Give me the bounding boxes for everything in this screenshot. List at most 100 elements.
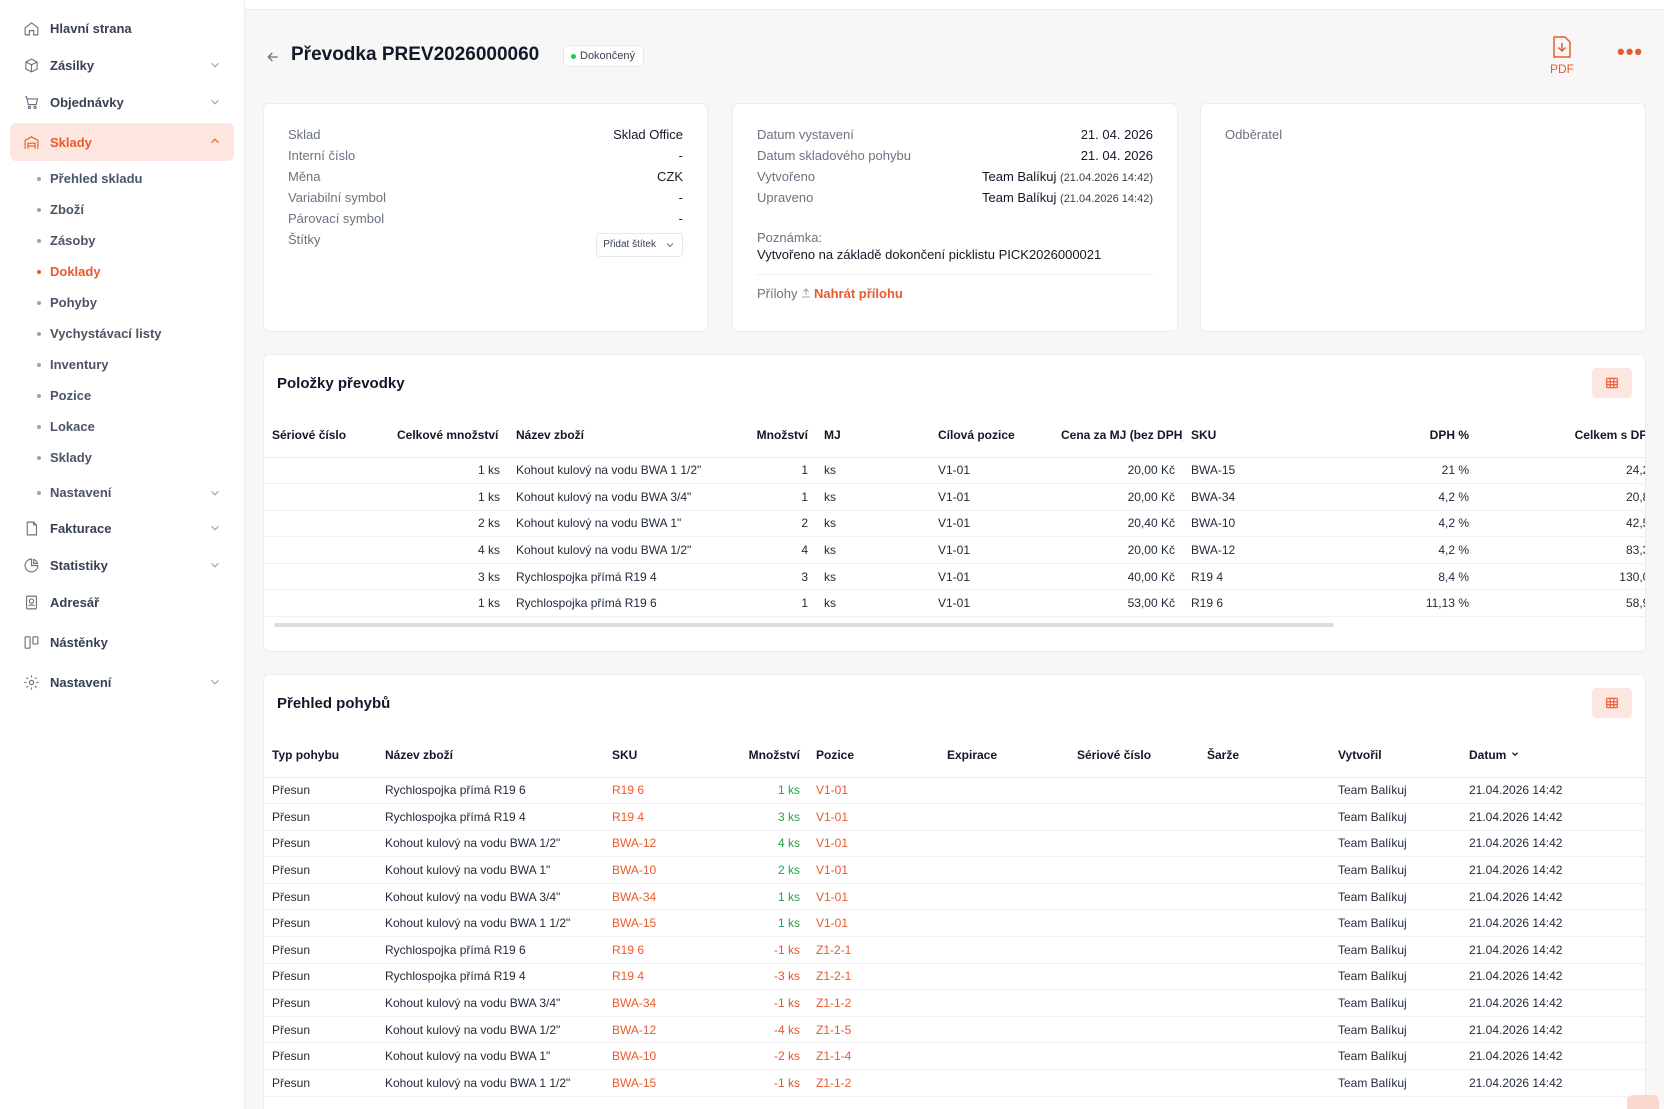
column-settings-button[interactable]	[1592, 688, 1632, 718]
sku-link[interactable]: BWA-15	[604, 1069, 712, 1097]
table-row[interactable]: Přesun Kohout kulový na vodu BWA 3/4" BWA-…	[264, 883, 1645, 911]
column-header[interactable]: Typ pohybu	[264, 733, 377, 778]
column-header[interactable]: Cílová pozice	[930, 413, 1053, 458]
table-row[interactable]: Přesun Kohout kulový na vodu BWA 3/4" BWA-…	[264, 989, 1645, 1017]
position-link[interactable]: V1-01	[808, 803, 939, 831]
sku-link[interactable]: BWA-34	[604, 989, 712, 1017]
position-link[interactable]: V1-01	[808, 856, 939, 884]
column-header[interactable]: Množství	[712, 733, 808, 778]
table-row[interactable]: 2 ks Kohout kulový na vodu BWA 1" 2 ks V1-01…	[264, 510, 1645, 538]
table-row[interactable]: Přesun Rychlospojka přímá R19 6 R19 6 -1 ks…	[264, 936, 1645, 964]
column-header[interactable]: Sériové číslo	[1069, 733, 1199, 778]
pdf-button[interactable]: PDF	[1544, 35, 1580, 76]
horizontal-scrollbar[interactable]	[274, 623, 1334, 627]
column-header[interactable]: Název zboží	[377, 733, 604, 778]
sidebar-subitem-overview[interactable]: Přehled skladu	[0, 163, 244, 194]
sidebar-subitem-locations[interactable]: Lokace	[0, 411, 244, 442]
column-header[interactable]: Vytvořil	[1330, 733, 1461, 778]
info-value: 21. 04. 2026	[1080, 127, 1153, 142]
position-link[interactable]: V1-01	[808, 777, 939, 805]
sidebar-subitem-settings[interactable]: Nastavení	[0, 477, 244, 508]
sku-link[interactable]: BWA-12	[604, 1016, 712, 1044]
sku-link[interactable]: BWA-15	[604, 909, 712, 938]
sidebar-subitem-stock[interactable]: Zásoby	[0, 225, 244, 256]
sku-link[interactable]: BWA-10	[604, 856, 712, 884]
sku-link[interactable]: BWA-12	[604, 830, 712, 858]
position-link[interactable]: V1-01	[808, 883, 939, 911]
column-header[interactable]: Pozice	[808, 733, 939, 778]
sidebar-item-orders[interactable]: Objednávky	[10, 84, 234, 120]
column-header[interactable]: Expirace	[939, 733, 1069, 778]
column-header[interactable]: Množství	[748, 413, 816, 458]
back-arrow-icon[interactable]	[265, 49, 281, 65]
table-cell: 4,2 %	[1410, 483, 1477, 511]
table-cell	[1069, 830, 1199, 858]
position-link[interactable]: V1-01	[808, 909, 939, 938]
table-cell: 40,00 Kč	[1053, 563, 1183, 591]
upload-attachment-link[interactable]: Nahrát přílohu	[800, 286, 903, 301]
column-header[interactable]: MJ	[816, 413, 930, 458]
table-row[interactable]: Přesun Kohout kulový na vodu BWA 1 1/2" BW…	[264, 909, 1645, 938]
sidebar-subitem-label: Inventury	[50, 357, 109, 372]
sidebar-item-invoicing[interactable]: Fakturace	[10, 510, 234, 546]
position-link[interactable]: Z1-2-1	[808, 936, 939, 964]
sidebar-item-shipments[interactable]: Zásilky	[10, 47, 234, 83]
sidebar-item-statistics[interactable]: Statistiky	[10, 547, 234, 583]
sidebar-item-settings[interactable]: Nastavení	[10, 664, 234, 700]
column-header-sorted[interactable]: Datum	[1461, 733, 1645, 778]
info-row: Párovací symbol -	[288, 211, 683, 231]
table-row[interactable]: Přesun Rychlospojka přímá R19 4 R19 4 -3 ks…	[264, 963, 1645, 991]
position-link[interactable]: Z1-1-5	[808, 1016, 939, 1044]
column-header[interactable]: Název zboží	[508, 413, 748, 458]
table-row[interactable]: Přesun Kohout kulový na vodu BWA 1" BWA-10…	[264, 856, 1645, 884]
sku-link[interactable]: BWA-34	[604, 883, 712, 911]
column-header[interactable]: Celkem s DPH	[1477, 413, 1645, 458]
table-row[interactable]: 3 ks Rychlospojka přímá R19 4 3 ks V1-01 40,0…	[264, 563, 1645, 591]
column-settings-button[interactable]	[1592, 368, 1632, 398]
sidebar-subitem-warehouses[interactable]: Sklady	[0, 442, 244, 473]
sidebar-subitem-documents[interactable]: Doklady	[0, 256, 244, 287]
sku-link[interactable]: R19 6	[604, 936, 712, 964]
table-cell: BWA-12	[1183, 536, 1410, 564]
column-header[interactable]: SKU	[604, 733, 712, 778]
table-row[interactable]: 1 ks Kohout kulový na vodu BWA 3/4" 1 ks V1-…	[264, 483, 1645, 511]
position-link[interactable]: Z1-1-2	[808, 1069, 939, 1097]
column-header[interactable]: DPH %	[1410, 413, 1477, 458]
sidebar-item-home[interactable]: Hlavní strana	[10, 10, 234, 46]
add-tag-dropdown[interactable]: Přidat štítek	[596, 233, 683, 257]
sidebar-subitem-goods[interactable]: Zboží	[0, 194, 244, 225]
column-header[interactable]: Celkové množství	[389, 413, 508, 458]
column-header[interactable]: SKU	[1183, 413, 1410, 458]
position-link[interactable]: Z1-2-1	[808, 963, 939, 991]
sku-link[interactable]: R19 4	[604, 803, 712, 831]
more-options-button[interactable]: •••	[1617, 39, 1644, 64]
sidebar-item-contacts[interactable]: Adresář	[10, 584, 234, 620]
table-cell: Team Balíkuj	[1330, 1042, 1461, 1071]
column-header[interactable]: Sériové číslo	[264, 413, 389, 458]
sidebar-subitem-movements[interactable]: Pohyby	[0, 287, 244, 318]
table-row[interactable]: Přesun Kohout kulový na vodu BWA 1/2" BWA-…	[264, 1016, 1645, 1044]
sidebar-subitem-positions[interactable]: Pozice	[0, 380, 244, 411]
column-header[interactable]: Šarže	[1199, 733, 1330, 778]
position-link[interactable]: Z1-1-4	[808, 1042, 939, 1071]
sidebar-item-boards[interactable]: Nástěnky	[10, 624, 234, 660]
table-cell: Kohout kulový na vodu BWA 1/2"	[377, 1016, 604, 1044]
table-row[interactable]: 4 ks Kohout kulový na vodu BWA 1/2" 4 ks V1-…	[264, 536, 1645, 564]
sidebar-item-warehouses[interactable]: Sklady	[10, 123, 234, 161]
scroll-top-button[interactable]	[1627, 1095, 1659, 1109]
position-link[interactable]: V1-01	[808, 830, 939, 858]
table-row[interactable]: Přesun Kohout kulový na vodu BWA 1" BWA-10…	[264, 1042, 1645, 1071]
table-row[interactable]: Přesun Kohout kulový na vodu BWA 1 1/2" BW…	[264, 1069, 1645, 1097]
table-row[interactable]: Přesun Kohout kulový na vodu BWA 1/2" BWA-…	[264, 830, 1645, 858]
sidebar-subitem-picklists[interactable]: Vychystávací listy	[0, 318, 244, 349]
sku-link[interactable]: R19 6	[604, 777, 712, 805]
table-row[interactable]: 1 ks Kohout kulový na vodu BWA 1 1/2" 1 ks V…	[264, 457, 1645, 485]
sku-link[interactable]: BWA-10	[604, 1042, 712, 1071]
sidebar-subitem-inventories[interactable]: Inventury	[0, 349, 244, 380]
table-row[interactable]: 1 ks Rychlospojka přímá R19 6 1 ks V1-01 53,0…	[264, 589, 1645, 618]
position-link[interactable]: Z1-1-2	[808, 989, 939, 1017]
column-header[interactable]: Cena za MJ (bez DPH)	[1053, 413, 1183, 458]
sku-link[interactable]: R19 4	[604, 963, 712, 991]
